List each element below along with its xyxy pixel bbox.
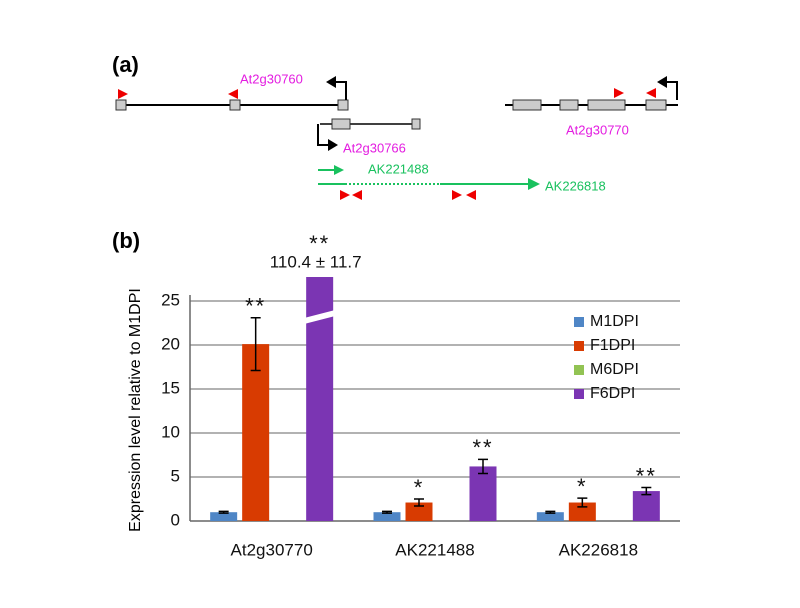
y-tick-label: 25: [161, 290, 180, 309]
error-bar: [382, 510, 392, 514]
x-tick-label: At2g30770: [231, 540, 313, 559]
significance: *: [414, 475, 425, 500]
y-tick-label: 20: [161, 334, 180, 353]
bar: [242, 344, 270, 521]
axis-break: [304, 310, 336, 324]
y-tick-label: 0: [171, 510, 180, 529]
gene-label: AK221488: [368, 161, 429, 176]
error-bar: [218, 510, 229, 514]
legend-label: F1DPI: [590, 337, 635, 354]
error-bar: [641, 486, 652, 496]
panel-label: (a): [112, 52, 139, 77]
bar: [405, 502, 433, 521]
bar: [210, 512, 238, 521]
y-tick-label: 5: [171, 466, 180, 485]
error-bar: [545, 510, 556, 514]
significance: **: [472, 435, 493, 460]
value-label: 110.4 ± 11.7: [270, 252, 362, 271]
bar: [373, 512, 401, 521]
legend-label: M1DPI: [590, 313, 639, 330]
gene-label: AK226818: [545, 178, 606, 193]
error-bar: [478, 458, 488, 475]
significance: **: [636, 463, 657, 488]
bar: [469, 466, 497, 521]
legend-label: F6DPI: [590, 385, 635, 402]
bar: [536, 512, 564, 521]
error-bar: [577, 497, 588, 508]
significance: **: [245, 294, 266, 319]
y-tick-label: 10: [161, 422, 180, 441]
error-bar: [250, 316, 261, 372]
gene-label: At2g30766: [343, 140, 406, 155]
gene-diagram: (a) At2g30760 At2g30766 AK221488 AK22681…: [112, 52, 678, 200]
panel-label: (b): [112, 228, 140, 253]
legend-swatch: [574, 317, 584, 327]
legend-swatch: [574, 389, 584, 399]
y-tick-label: 15: [161, 378, 180, 397]
x-tick-label: AK226818: [559, 540, 638, 559]
gene-label: At2g30770: [566, 122, 629, 137]
bar: [568, 502, 596, 521]
legend-swatch: [574, 341, 584, 351]
gene-label: At2g30760: [240, 71, 303, 86]
y-axis-label: Expression level relative to M1DPI: [127, 288, 144, 532]
significance: **: [309, 231, 330, 256]
error-bar: [414, 498, 424, 507]
legend-label: M6DPI: [590, 361, 639, 378]
bar: [632, 491, 660, 521]
significance: *: [577, 474, 588, 499]
x-tick-label: AK221488: [395, 540, 474, 559]
legend-swatch: [574, 365, 584, 375]
